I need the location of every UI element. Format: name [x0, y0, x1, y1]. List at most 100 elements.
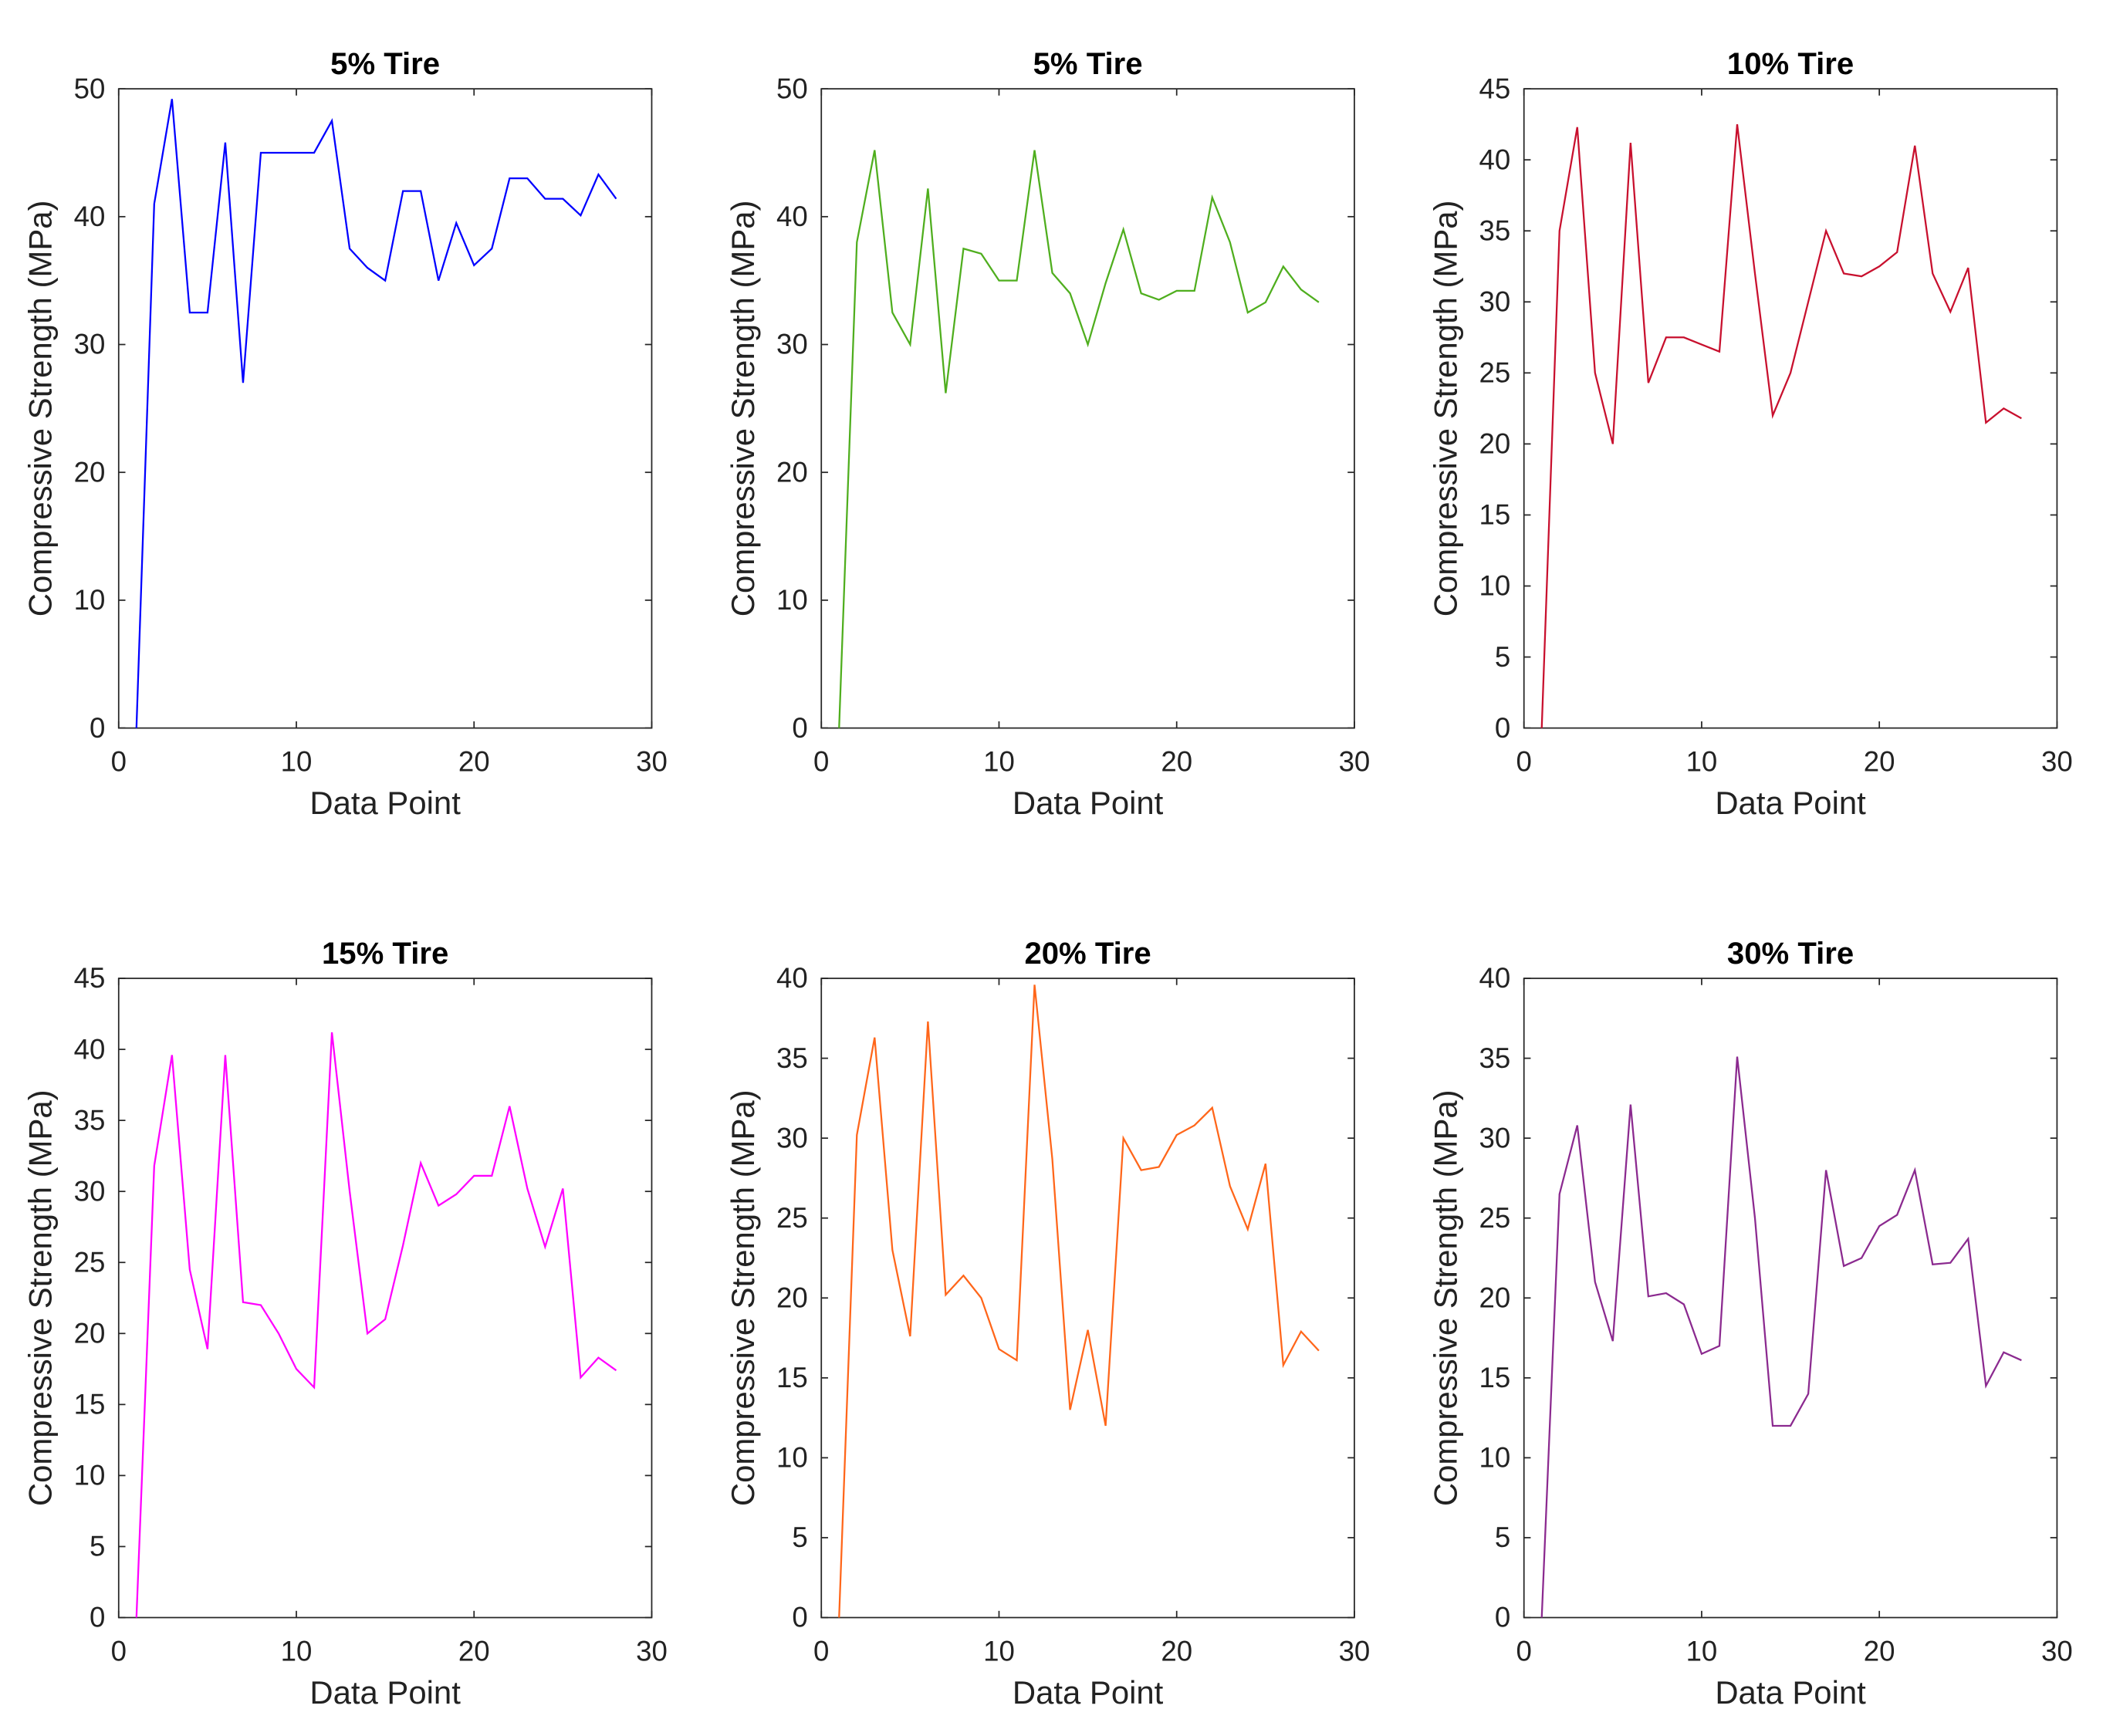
- x-tick-label: 30: [1339, 745, 1371, 777]
- y-tick-label: 30: [74, 1175, 106, 1207]
- chart-title: 5% Tire: [1033, 47, 1143, 81]
- x-tick-label: 10: [1686, 1635, 1718, 1667]
- y-tick-label: 35: [1479, 214, 1511, 246]
- axes-box: [820, 978, 1355, 1619]
- x-tick-label: 20: [1161, 1635, 1192, 1667]
- y-tick-label: 40: [1479, 144, 1511, 175]
- y-tick-label: 30: [776, 1122, 808, 1153]
- y-tick-label: 20: [74, 456, 106, 488]
- y-tick-label: 30: [74, 329, 106, 360]
- data-line: [135, 99, 617, 728]
- x-axis-label: Data Point: [1715, 1674, 1866, 1711]
- y-tick-label: 30: [1479, 1122, 1511, 1153]
- y-tick-label: 20: [776, 1282, 808, 1313]
- y-tick-label: 35: [1479, 1042, 1511, 1074]
- x-tick-label: 0: [1516, 1635, 1532, 1667]
- chart-title: 20% Tire: [1024, 937, 1151, 971]
- x-tick-label: 10: [983, 745, 1015, 777]
- y-tick-label: 20: [1479, 428, 1511, 460]
- y-tick-label: 0: [792, 712, 807, 744]
- y-tick-label: 40: [74, 201, 106, 232]
- x-tick-label: 0: [111, 745, 127, 777]
- axes-box: [117, 88, 653, 729]
- x-tick-label: 30: [636, 1635, 668, 1667]
- x-tick-label: 20: [458, 745, 490, 777]
- chart-title: 15% Tire: [322, 937, 448, 971]
- y-axis-label: Compressive Strength (MPa): [22, 201, 59, 617]
- x-tick-label: 20: [458, 1635, 490, 1667]
- y-tick-label: 50: [776, 73, 808, 104]
- y-tick-label: 35: [776, 1042, 808, 1074]
- subplot: 0 10 20 30 0 10 20 30 40 50 5% Tire Data Point Compr…: [725, 47, 1370, 821]
- y-tick-label: 40: [1479, 962, 1511, 994]
- data-line: [1540, 1056, 2022, 1618]
- y-tick-label: 0: [1495, 1602, 1510, 1633]
- axes-box: [117, 978, 653, 1619]
- y-tick-label: 5: [1495, 641, 1510, 673]
- subplot: 0 10 20 30 0 10 20 30 40 50 5% Tire Data Point Compr…: [22, 47, 668, 821]
- y-tick-label: 15: [1479, 499, 1511, 531]
- y-tick-label: 0: [1495, 712, 1510, 744]
- data-line: [838, 150, 1320, 728]
- y-tick-label: 5: [1495, 1522, 1510, 1553]
- x-axis-label: Data Point: [309, 785, 461, 821]
- y-tick-label: 15: [776, 1362, 808, 1393]
- subplot: 0 10 20 30 0 5 10 15 20 25 30 35 40 45 15% Tire Data Po…: [22, 937, 668, 1711]
- x-tick-label: 20: [1864, 745, 1895, 777]
- y-tick-label: 25: [776, 1202, 808, 1234]
- x-tick-label: 10: [1686, 745, 1718, 777]
- x-tick-label: 30: [2041, 745, 2073, 777]
- y-tick-label: 15: [1479, 1362, 1511, 1393]
- x-axis-label: Data Point: [309, 1674, 461, 1711]
- y-tick-label: 50: [74, 73, 106, 104]
- y-tick-label: 10: [776, 1442, 808, 1474]
- subplot: 0 10 20 30 0 5 10 15 20 25 30 35 40 30% Tire Data Poin…: [1428, 937, 2073, 1711]
- y-tick-label: 20: [1479, 1282, 1511, 1313]
- x-tick-label: 0: [111, 1635, 127, 1667]
- chart-title: 5% Tire: [330, 47, 440, 81]
- y-tick-label: 10: [1479, 570, 1511, 602]
- subplot: 0 10 20 30 0 5 10 15 20 25 30 35 40 45 10% Tire Data Po…: [1428, 47, 2073, 821]
- y-tick-label: 10: [74, 584, 106, 616]
- x-tick-label: 10: [983, 1635, 1015, 1667]
- x-axis-label: Data Point: [1013, 1674, 1164, 1711]
- y-tick-label: 45: [1479, 73, 1511, 104]
- y-tick-label: 0: [792, 1602, 807, 1633]
- data-line: [838, 985, 1320, 1618]
- axes-box: [820, 88, 1355, 729]
- x-tick-label: 0: [813, 745, 829, 777]
- y-tick-label: 0: [90, 1602, 105, 1633]
- axes-box: [1523, 88, 2058, 729]
- y-tick-label: 5: [792, 1522, 807, 1553]
- y-tick-label: 40: [776, 201, 808, 232]
- y-tick-label: 30: [776, 329, 808, 360]
- y-tick-label: 15: [74, 1389, 106, 1420]
- y-tick-label: 5: [90, 1531, 105, 1562]
- x-tick-label: 10: [281, 1635, 313, 1667]
- y-tick-label: 0: [90, 712, 105, 744]
- y-axis-label: Compressive Strength (MPa): [725, 201, 761, 617]
- y-tick-label: 40: [776, 962, 808, 994]
- y-tick-label: 40: [74, 1033, 106, 1065]
- x-tick-label: 30: [1339, 1635, 1371, 1667]
- y-axis-label: Compressive Strength (MPa): [22, 1089, 59, 1506]
- x-tick-label: 0: [813, 1635, 829, 1667]
- x-tick-label: 30: [2041, 1635, 2073, 1667]
- x-tick-label: 30: [636, 745, 668, 777]
- x-tick-label: 10: [281, 745, 313, 777]
- y-tick-label: 45: [74, 962, 106, 994]
- y-tick-label: 25: [1479, 1202, 1511, 1234]
- chart-title: 10% Tire: [1727, 47, 1854, 81]
- subplot: 0 10 20 30 0 5 10 15 20 25 30 35 40 20% Tire Data Poin…: [725, 937, 1370, 1711]
- y-tick-label: 20: [776, 456, 808, 488]
- y-axis-label: Compressive Strength (MPa): [725, 1089, 761, 1506]
- y-tick-label: 10: [74, 1460, 106, 1491]
- data-line: [1540, 124, 2022, 728]
- x-tick-label: 20: [1161, 745, 1192, 777]
- data-line: [135, 1032, 617, 1618]
- chart-title: 30% Tire: [1727, 937, 1854, 971]
- x-axis-label: Data Point: [1715, 785, 1866, 821]
- x-axis-label: Data Point: [1013, 785, 1164, 821]
- y-axis-label: Compressive Strength (MPa): [1428, 201, 1464, 617]
